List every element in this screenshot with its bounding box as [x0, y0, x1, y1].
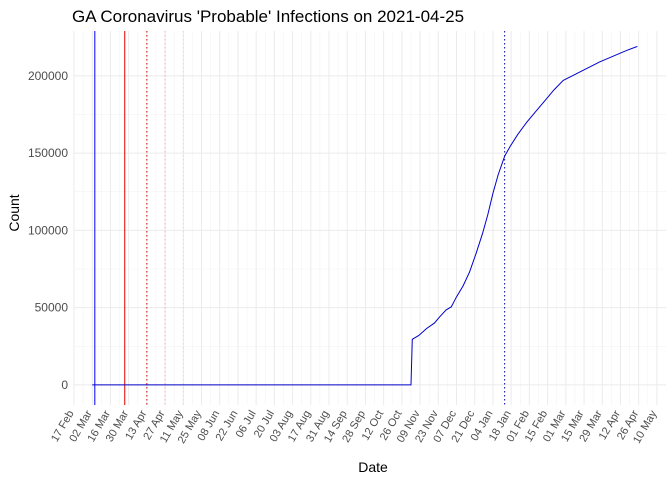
y-tick-labels: 0 50000 100000 150000 200000 [28, 69, 68, 392]
grid-major [73, 31, 666, 405]
y-tick-label: 200000 [28, 69, 68, 83]
y-tick-label: 150000 [28, 146, 68, 160]
y-tick-label: 100000 [28, 223, 68, 237]
reference-lines [94, 31, 506, 405]
y-tick-label: 50000 [35, 301, 69, 315]
grid-minor [74, 31, 666, 405]
chart-title: GA Coronavirus 'Probable' Infections on … [72, 7, 464, 26]
x-axis-label: Date [358, 459, 388, 475]
y-tick-label: 0 [61, 378, 68, 392]
y-axis-label: Count [6, 194, 22, 231]
series-group [92, 45, 638, 386]
series-line [92, 45, 638, 386]
